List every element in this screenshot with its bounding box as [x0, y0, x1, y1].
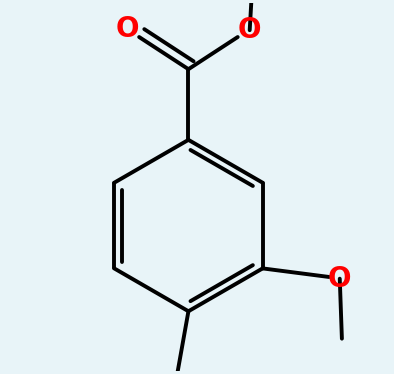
Text: O: O: [238, 16, 262, 44]
Text: O: O: [328, 265, 351, 293]
Text: O: O: [115, 15, 139, 43]
